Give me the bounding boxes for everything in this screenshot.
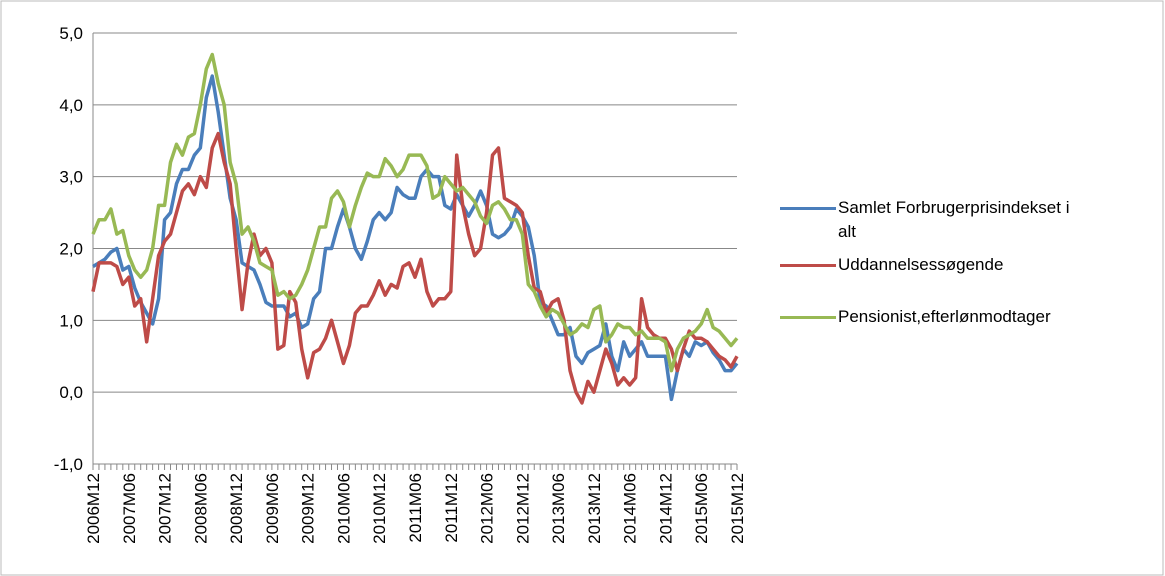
x-tick-label: 2012M12 <box>513 473 532 544</box>
x-tick-label: 2013M06 <box>549 473 568 544</box>
legend-swatch <box>780 264 836 267</box>
legend: Samlet Forbrugerprisindekset i alt Uddann… <box>780 196 1160 357</box>
legend-item: Uddannelsessøgende <box>780 253 1088 277</box>
y-tick-label: 5,0 <box>59 24 83 43</box>
legend-item: Samlet Forbrugerprisindekset i alt <box>780 196 1088 244</box>
y-tick-label: 0,0 <box>59 383 83 402</box>
legend-swatch <box>780 316 836 319</box>
x-tick-label: 2006M12 <box>84 473 103 544</box>
x-tick-label: 2014M12 <box>656 473 675 544</box>
x-tick-label: 2010M12 <box>370 473 389 544</box>
series-line <box>91 131 739 405</box>
series-line <box>92 74 739 402</box>
x-tick-label: 2011M12 <box>442 473 461 543</box>
x-tick-label: 2015M06 <box>692 473 711 544</box>
series-line <box>91 52 739 373</box>
x-tick-label: 2009M06 <box>263 473 282 544</box>
x-tick-label: 2012M06 <box>478 473 497 544</box>
x-tick-label: 2014M06 <box>621 473 640 544</box>
legend-item: Pensionist,efterlønmodtager <box>780 305 1088 329</box>
x-tick-label: 2011M06 <box>406 473 425 543</box>
x-tick-label: 2008M06 <box>191 473 210 544</box>
legend-label: Uddannelsessøgende <box>838 255 1004 274</box>
y-tick-label: 2,0 <box>59 240 83 259</box>
x-tick-label: 2008M12 <box>227 473 246 544</box>
legend-swatch <box>780 207 836 210</box>
x-tick-label: 2010M06 <box>334 473 353 544</box>
legend-label: Samlet Forbrugerprisindekset i alt <box>838 198 1070 241</box>
x-tick-label: 2009M12 <box>299 473 318 544</box>
x-tick-label: 2007M12 <box>156 473 175 544</box>
x-tick-label: 2013M12 <box>585 473 604 544</box>
y-tick-label: -1,0 <box>54 455 83 474</box>
y-tick-label: 3,0 <box>59 168 83 187</box>
x-tick-label: 2015M12 <box>728 473 747 544</box>
y-tick-label: 4,0 <box>59 96 83 115</box>
y-tick-label: 1,0 <box>59 311 83 330</box>
x-tick-label: 2007M06 <box>120 473 139 544</box>
legend-label: Pensionist,efterlønmodtager <box>838 307 1051 326</box>
